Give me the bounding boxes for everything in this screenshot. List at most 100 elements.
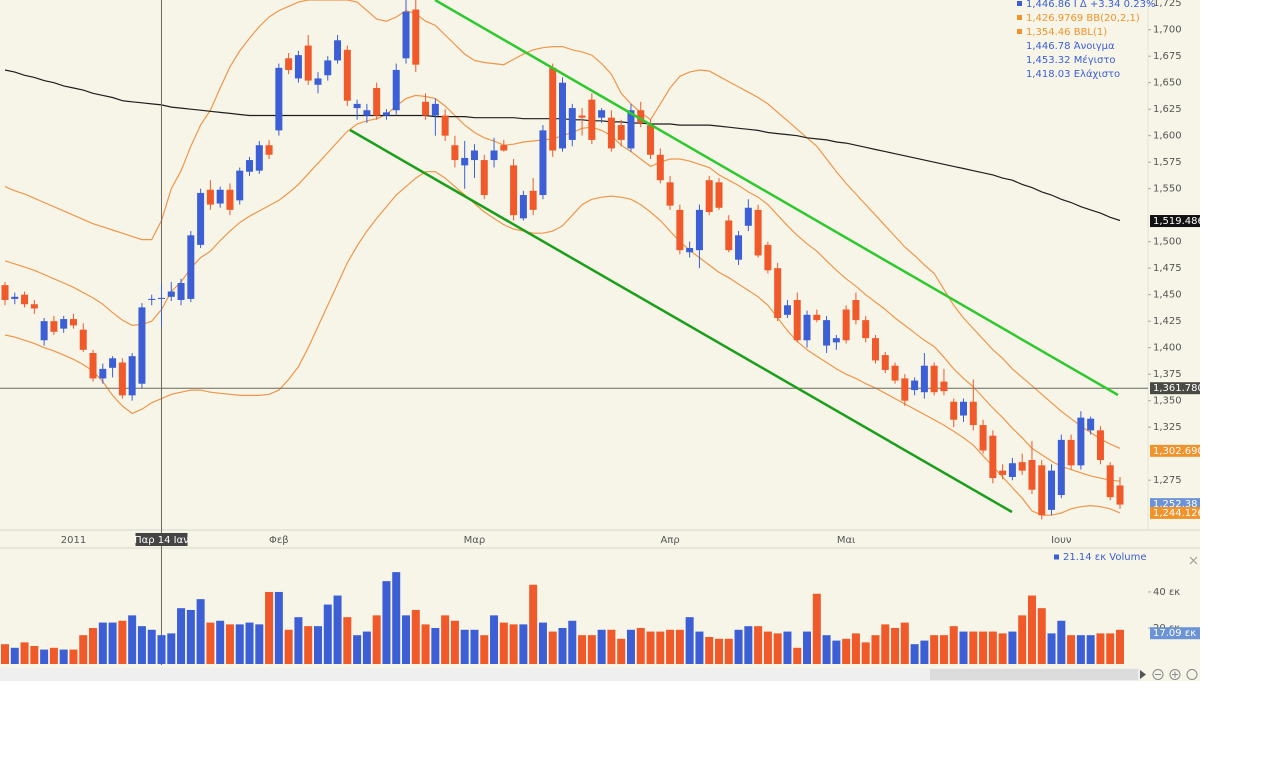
value-tag-label: 1,519.486 [1153,216,1204,227]
candle-body [607,117,615,149]
y-tick-label: 1,350 [1153,396,1182,407]
volume-bar [30,645,39,664]
volume-bar [1057,620,1066,664]
candle-body [705,180,713,212]
volume-bar [636,627,645,664]
volume-bar [1,644,9,664]
candle-body [265,145,273,155]
candle-body [813,314,821,321]
volume-bar [1096,633,1105,664]
volume-bar [881,624,890,664]
candle-body [881,355,889,370]
candle-body [999,470,1007,475]
candle-body [852,299,860,321]
zoom-in-button[interactable] [1169,669,1181,680]
volume-bar [519,624,528,664]
candle-body [294,55,302,79]
candle-body [128,356,136,396]
volume-bar [930,635,939,664]
crosshair-date-box [135,533,188,546]
volume-bar [783,631,792,664]
y-tick-label: 1,275 [1153,475,1182,486]
volume-bar [441,615,450,664]
candle-body [1077,417,1085,466]
y-tick-label: 1,375 [1153,369,1182,380]
scroll-right-button[interactable] [1140,670,1146,679]
value-tag [1150,627,1200,640]
volume-bar [900,622,909,664]
volume-bar [147,629,156,664]
volume-bar [734,629,743,664]
candle-body [1106,465,1114,498]
volume-bar [538,622,547,664]
scroll-thumb[interactable] [930,669,1138,680]
candle-body [69,319,77,326]
volume-bar [186,609,195,664]
volume-bar [353,635,362,664]
y-tick-label: 1,325 [1153,422,1182,433]
crosshair-layer [0,0,1148,665]
close-panel-button[interactable] [1189,556,1198,565]
volume-bar [744,626,753,664]
y-tick-label: 40 εκ [1153,587,1180,598]
candle-body [60,319,68,329]
volume-bar [705,636,714,664]
volume-bar [137,626,146,664]
volume-bar [754,626,763,664]
candle-body [1038,465,1046,516]
volume-bar [793,647,802,664]
volume-bar [578,635,587,664]
candle-body [226,189,234,210]
value-tag-label: 1,244.126 [1153,508,1204,519]
candle-body [431,103,439,116]
volume-bar [196,599,205,664]
volume-bar [861,642,870,664]
volume-bar [597,629,606,664]
candle-body [206,189,214,205]
volume-bar [1116,629,1124,664]
volume-bar [265,591,274,664]
volume-bar [607,629,616,664]
volume-bar [656,631,665,664]
volume-bar [812,593,821,664]
candle-body [549,67,557,151]
volume-bar [666,629,675,664]
candle-body [177,283,185,300]
volume-bar [98,622,107,664]
candle-body [167,291,175,297]
legend-marker [1017,15,1022,20]
volume-bar [617,638,626,664]
x-tick-label: 2011 [61,535,86,546]
candle-body [989,435,997,479]
volume-bar [216,620,225,664]
volume-bar [40,649,49,664]
y-tick-label: 1,575 [1153,157,1182,168]
candle-body [353,103,361,109]
candle-body [754,209,762,256]
candle-body [940,381,948,392]
y-tick-label: 1,625 [1153,104,1182,115]
candle-body [1116,485,1124,505]
y-tick-label: 1,725 [1153,0,1182,9]
y-tick-label: 1,600 [1153,131,1182,142]
candle-body [588,99,596,140]
candle-body [656,154,664,181]
volume-bar [842,638,851,664]
volume-bar [157,635,166,664]
candle-body [1018,462,1026,471]
legend-entry: 1,446.78 Άνοιγμα [1026,40,1115,52]
candle-body [519,195,527,219]
candle-body [255,145,263,171]
legend-entry: 1,426.9769 BB(20,2,1) [1026,13,1140,24]
reset-button[interactable] [1186,669,1198,680]
volume-bar [1076,635,1085,664]
volume-bar [695,631,704,664]
value-tag-label: 17.09 εκ [1153,628,1196,639]
zoom-out-button[interactable] [1152,669,1164,680]
volume-bar [646,631,655,664]
volume-layer [1,572,1124,664]
candle-body [950,401,958,420]
y-tick-label: 1,550 [1153,184,1182,195]
candle-body [715,182,723,208]
volume-bar [411,609,420,664]
